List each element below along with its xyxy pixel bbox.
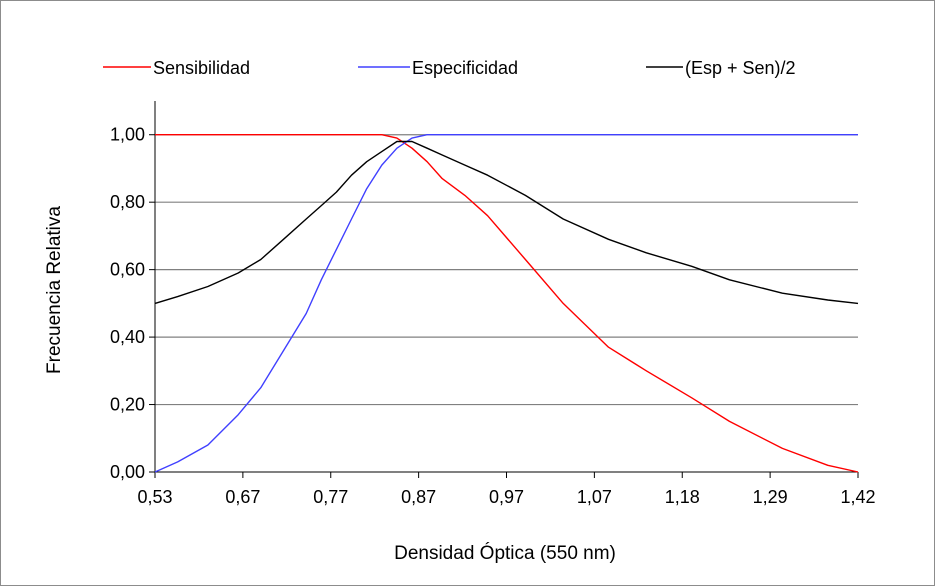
x-tick-label: 0,67 bbox=[225, 487, 260, 507]
y-tick-label: 1,00 bbox=[110, 125, 145, 145]
y-axis-title: Frecuencia Relativa bbox=[44, 206, 65, 374]
y-tick-label: 0,60 bbox=[110, 260, 145, 280]
y-tick-label: 0,40 bbox=[110, 327, 145, 347]
x-tick-label: 1,29 bbox=[753, 487, 788, 507]
legend-label: Especificidad bbox=[412, 58, 518, 78]
y-tick-label: 0,20 bbox=[110, 395, 145, 415]
series-line-3 bbox=[154, 140, 859, 305]
series-lines bbox=[154, 133, 859, 473]
series-line-2 bbox=[154, 133, 858, 473]
legend: Sensibilidad Especificidad (Esp + Sen)/2 bbox=[103, 58, 796, 78]
y-tick-label: 0,80 bbox=[110, 192, 145, 212]
legend-label: (Esp + Sen)/2 bbox=[685, 58, 796, 78]
x-tick-label: 1,18 bbox=[665, 487, 700, 507]
axes bbox=[149, 101, 859, 478]
x-axis-title: Densidad Óptica (550 nm) bbox=[394, 542, 616, 564]
x-tick-labels: 0,53 0,67 0,77 0,87 0,97 1,07 1,18 1,29 1,42 bbox=[137, 487, 875, 507]
x-tick-label: 0,87 bbox=[401, 487, 436, 507]
x-tick-label: 0,53 bbox=[137, 487, 172, 507]
legend-label: Sensibilidad bbox=[153, 58, 250, 78]
x-tick-label: 1,07 bbox=[577, 487, 612, 507]
x-tick-label: 0,77 bbox=[313, 487, 348, 507]
y-tick-label: 0,00 bbox=[110, 462, 145, 482]
x-tick-label: 0,97 bbox=[489, 487, 524, 507]
x-tick-label: 1,42 bbox=[840, 487, 875, 507]
series-line-1 bbox=[155, 133, 859, 473]
gridlines bbox=[155, 134, 858, 406]
y-tick-labels: 0,00 0,20 0,40 0,60 0,80 1,00 bbox=[110, 125, 145, 482]
